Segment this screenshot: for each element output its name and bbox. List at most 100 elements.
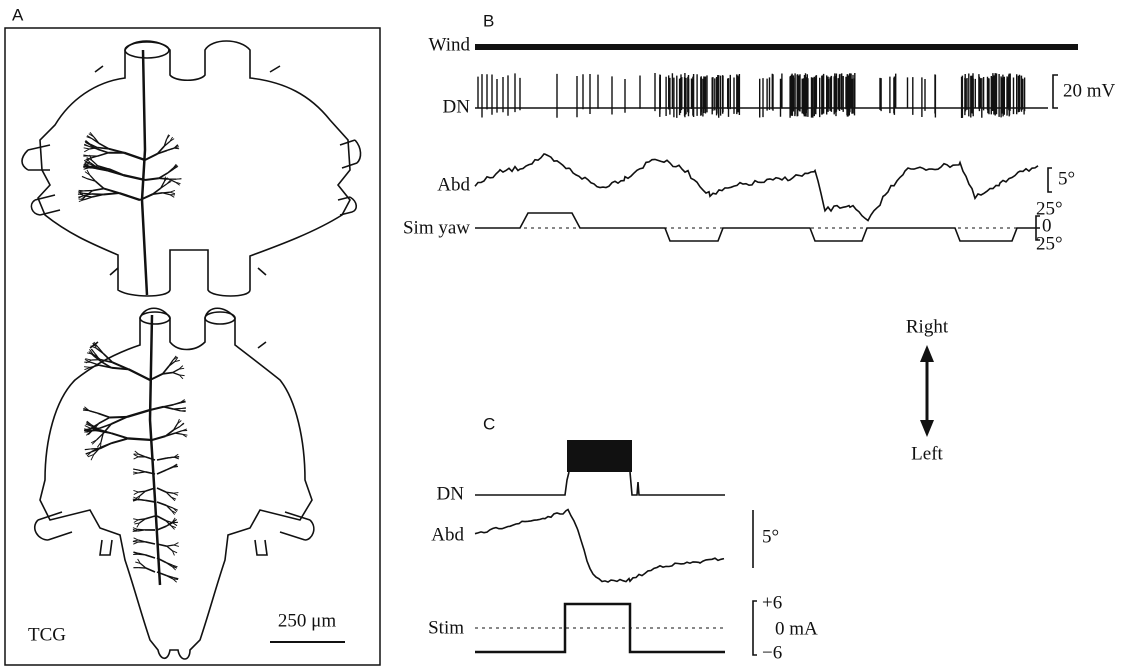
dendrite — [135, 561, 141, 564]
stim-trace — [475, 602, 725, 654]
dendrite — [180, 399, 185, 403]
dendrite — [166, 574, 174, 580]
dendrite — [88, 133, 95, 138]
dendrite — [173, 402, 181, 406]
dendrite — [83, 167, 90, 170]
dendrite — [179, 374, 184, 380]
dendrite — [165, 466, 173, 471]
trace-label: Abd — [437, 174, 470, 195]
dendrite — [89, 165, 98, 169]
dendrite — [176, 418, 180, 425]
dendrite — [134, 450, 140, 455]
dendrite — [158, 177, 170, 180]
dendrite — [178, 365, 184, 370]
scale-label: 5° — [1058, 168, 1075, 189]
dendrite — [151, 435, 166, 441]
dendrite — [163, 176, 166, 182]
dendrite — [156, 487, 167, 493]
dendrite — [181, 428, 187, 432]
dendrite — [158, 172, 168, 179]
dendrite — [163, 403, 174, 408]
dendrite — [156, 543, 167, 547]
dendrite — [90, 345, 97, 349]
dendrite — [133, 539, 139, 542]
dendrite — [132, 472, 139, 475]
dendrite — [84, 196, 93, 201]
dendrite — [86, 157, 93, 161]
dendrite — [170, 525, 176, 529]
dendrite — [84, 366, 91, 371]
dendrite — [137, 498, 146, 501]
dendrite — [96, 347, 105, 355]
dendrite — [171, 550, 175, 556]
dendrite — [172, 371, 180, 376]
dendrite — [86, 136, 93, 140]
dendrite — [176, 178, 182, 180]
trace-label: DN — [443, 96, 471, 117]
dendrite — [171, 496, 177, 500]
dendrite — [167, 167, 174, 174]
dendrite — [145, 487, 156, 492]
dendrite — [84, 141, 91, 146]
dendrite — [145, 554, 156, 559]
dendrite — [156, 457, 167, 461]
dendrite — [156, 469, 167, 475]
dendrite — [83, 429, 91, 432]
dendrite — [83, 408, 90, 412]
dendrite — [89, 410, 99, 414]
dendrite — [171, 510, 177, 514]
dendrite — [171, 517, 176, 523]
dendrite — [85, 358, 92, 361]
dendrite — [137, 529, 146, 532]
dendrite — [169, 190, 176, 193]
dendrite — [139, 193, 154, 201]
dendrite — [165, 561, 173, 566]
dendrite — [92, 342, 97, 349]
dendrite — [165, 491, 172, 498]
dendrite — [133, 453, 139, 458]
dendrite — [123, 151, 146, 162]
scale-bar-label: 250 μm — [278, 610, 336, 631]
dendrite — [152, 187, 162, 195]
dendrite — [139, 518, 146, 524]
dendrite — [89, 174, 96, 182]
dendrite — [166, 491, 174, 494]
dendrite — [172, 564, 178, 568]
dendrite — [172, 550, 178, 554]
dendrite — [78, 199, 85, 203]
dendrite — [134, 522, 140, 525]
ganglion-label: TCG — [28, 624, 66, 645]
dendrite — [83, 154, 90, 157]
dendrite — [97, 412, 111, 419]
dendrite — [90, 348, 96, 355]
panel-label: B — [483, 11, 494, 30]
dendrite — [89, 146, 98, 150]
dendrite — [87, 453, 95, 458]
dendrite — [138, 553, 146, 556]
dendrite — [133, 489, 139, 493]
dendrite — [110, 415, 128, 425]
dendrite — [173, 407, 181, 410]
dendrite — [84, 366, 91, 368]
dendrite — [86, 158, 91, 164]
dendrite — [99, 430, 112, 435]
dendrite — [133, 519, 139, 523]
dendrite — [156, 557, 167, 564]
dendrite — [94, 180, 105, 190]
dendrite — [173, 492, 179, 494]
dendrite — [133, 537, 139, 541]
dendrite — [81, 176, 88, 180]
scale-bar — [1047, 167, 1052, 193]
dendrite — [84, 448, 92, 451]
dendrite — [126, 408, 151, 419]
scale-label: +6 — [762, 592, 782, 613]
dendrite — [149, 372, 164, 381]
scale-label: 0 mA — [775, 618, 818, 639]
dendrite — [93, 355, 102, 362]
dendrite — [91, 439, 98, 445]
dendrite — [84, 430, 91, 433]
trace-label: Stim — [428, 617, 464, 638]
dendrite — [132, 499, 139, 502]
dendrite — [132, 527, 138, 530]
